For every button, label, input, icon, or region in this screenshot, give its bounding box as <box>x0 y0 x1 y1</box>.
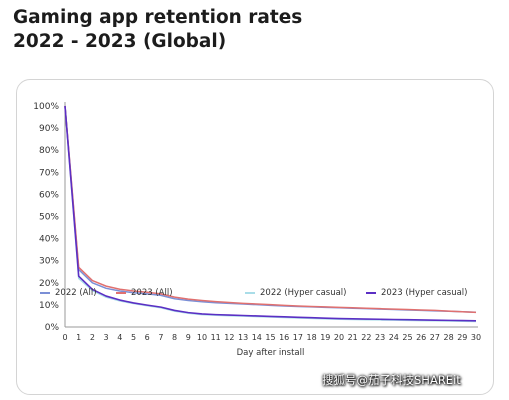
chart-legend: 2022 (All) 2023 (All) 2022 (Hyper casual) 2… <box>40 288 509 308</box>
legend-swatch <box>116 292 126 294</box>
series-line-3 <box>64 105 477 322</box>
x-tick-label: 29 <box>457 333 467 342</box>
legend-label: 2022 (Hyper casual) <box>260 288 347 298</box>
x-tick-label: 25 <box>402 333 412 342</box>
x-tick-label: 24 <box>389 333 399 342</box>
series-line-1 <box>64 105 477 314</box>
legend-swatch <box>245 292 255 294</box>
legend-item: 2023 (All) <box>116 288 173 298</box>
legend-swatch <box>40 292 50 294</box>
x-tick-label: 30 <box>471 333 481 342</box>
retention-line-chart: 0%10%20%30%40%50%60%70%80%90%100%0 1 2 3 4 5 6… <box>33 102 481 358</box>
y-tick-label: 30% <box>39 257 59 267</box>
legend-swatch <box>366 292 376 294</box>
x-tick-label: 10 <box>197 333 207 342</box>
x-tick-label: 23 <box>375 333 385 342</box>
x-tick-label: 4 <box>117 333 122 342</box>
x-tick-label: 12 <box>224 333 234 342</box>
x-tick-label: 18 <box>307 333 317 342</box>
x-tick-label: 16 <box>279 333 289 342</box>
chart-card: 0% 10% 20% 30% 40% 50% 60% 70% 80% 90% 100% 0 1 2 3 4 5 6… <box>16 79 494 395</box>
y-tick-label: 90% <box>39 124 59 134</box>
watermark-text: 搜狐号@茄子科技SHAREit <box>322 373 461 387</box>
legend-label: 2023 (All) <box>131 288 173 298</box>
x-tick-label: 26 <box>416 333 426 342</box>
chart-title: Gaming app retention rates 2022 - 2023 (… <box>13 6 302 54</box>
legend-label: 2022 (All) <box>55 288 97 298</box>
chart-title-line-2: 2022 - 2023 (Global) <box>13 31 227 52</box>
x-axis-label: Day after install <box>237 348 305 358</box>
x-tick-label: 17 <box>293 333 303 342</box>
y-tick-label: 80% <box>39 146 59 156</box>
x-tick-label: 11 <box>211 333 221 342</box>
x-tick-label: 7 <box>158 333 163 342</box>
legend-label: 2023 (Hyper casual) <box>381 288 468 298</box>
legend-item: 2022 (All) <box>40 288 97 298</box>
x-tick-label: 6 <box>145 333 150 342</box>
x-tick-label: 15 <box>265 333 275 342</box>
y-tick-label: 50% <box>39 213 59 223</box>
x-tick-label: 5 <box>131 333 136 342</box>
x-tick-label: 14 <box>252 333 262 342</box>
x-tick-label: 3 <box>104 333 109 342</box>
y-tick-label: 40% <box>39 235 59 245</box>
x-tick-label: 21 <box>348 333 358 342</box>
x-tick-label: 22 <box>361 333 371 342</box>
x-tick-label: 8 <box>172 333 177 342</box>
y-tick-label: 70% <box>39 168 59 178</box>
chart-title-line-1: Gaming app retention rates <box>13 7 303 28</box>
y-tick-label: 0% <box>45 323 60 333</box>
x-tick-label: 1 <box>76 333 81 342</box>
y-tick-label: 60% <box>39 190 59 200</box>
y-tick-label: 100% <box>33 102 59 112</box>
x-tick-label: 19 <box>320 333 330 342</box>
legend-item: 2022 (Hyper casual) <box>245 288 346 298</box>
x-tick-label: 13 <box>238 333 248 342</box>
x-tick-label: 2 <box>90 333 95 342</box>
x-tick-label: 9 <box>186 333 191 342</box>
x-tick-label: 0 <box>62 333 67 342</box>
y-tick-label: 10% <box>39 301 59 311</box>
series-line-0 <box>64 105 477 313</box>
y-tick-label: 20% <box>39 279 59 289</box>
legend-item: 2023 (Hyper casual) <box>366 288 467 298</box>
x-tick-label: 28 <box>444 333 454 342</box>
x-tick-label: 20 <box>334 333 344 342</box>
x-tick-label: 27 <box>430 333 440 342</box>
